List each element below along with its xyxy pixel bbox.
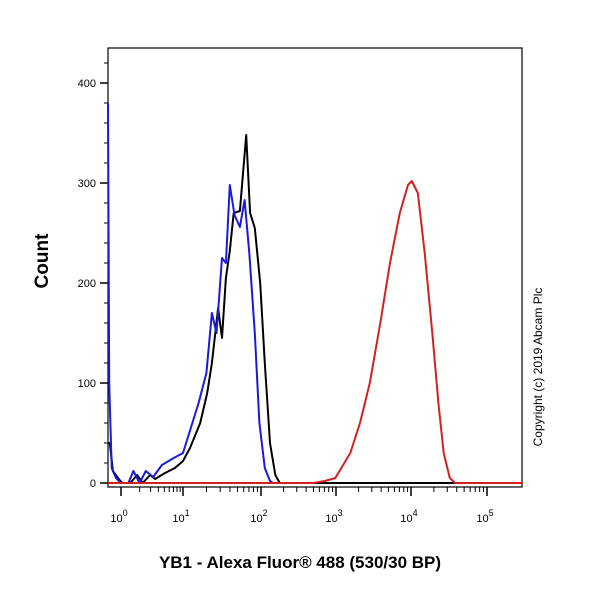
x-axis-label: YB1 - Alexa Fluor® 488 (530/30 BP) [158,553,442,572]
x-tick-label: 105 [476,508,493,525]
x-tick-label: 104 [400,508,417,525]
y-tick-label: 100 [78,378,96,390]
copyright-text: Copyright (c) 2019 Abcam Plc [531,287,545,447]
x-tick-label: 102 [250,508,267,525]
y-tick-label: 300 [78,178,96,190]
y-tick-label: 200 [78,278,96,290]
x-tick-label: 100 [110,508,127,525]
x-tick-label: 101 [172,508,189,525]
y-axis-label: Count [32,233,53,289]
x-tick-label: 103 [325,508,342,525]
histogram-line-red [108,180,523,484]
plot-frame [107,47,523,488]
y-tick-label: 0 [90,478,96,490]
histogram-line-black [108,134,523,484]
y-tick-label: 400 [78,78,96,90]
